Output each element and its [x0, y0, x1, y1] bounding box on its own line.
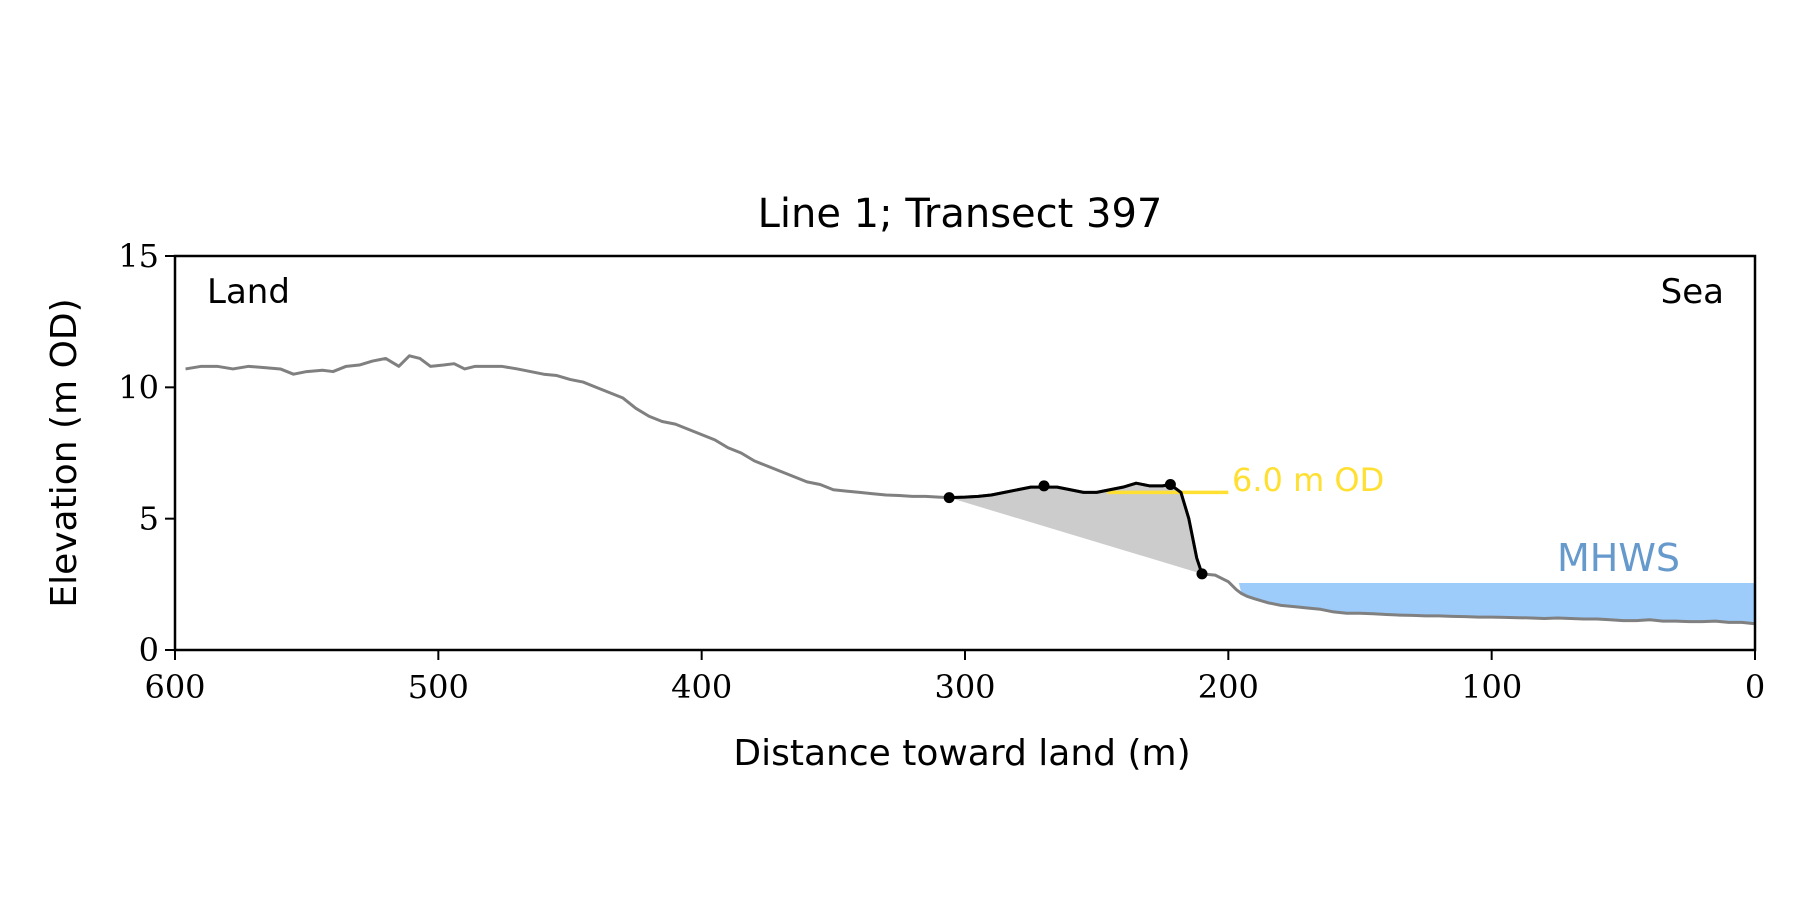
x-tick-label: 0 — [1745, 668, 1765, 706]
feature-marker — [943, 492, 955, 504]
y-tick-label: 10 — [118, 368, 159, 406]
threshold-label: 6.0 m OD — [1232, 461, 1384, 499]
sea-label: Sea — [1661, 272, 1724, 312]
y-axis-label: Elevation (m OD) — [44, 298, 85, 607]
x-tick-label: 300 — [934, 668, 995, 706]
feature-line — [949, 481, 1204, 575]
mhws-band — [1238, 583, 1755, 624]
x-tick-label: 100 — [1461, 668, 1522, 706]
feature-area — [949, 483, 1202, 574]
mhws-label: MHWS — [1557, 536, 1680, 580]
feature-marker — [1164, 479, 1176, 491]
x-tick-label: 600 — [144, 668, 205, 706]
feature-marker — [1196, 568, 1208, 580]
axis-ticks: 600 500 400 300 200 100 0 0 5 10 15 — [118, 237, 1765, 706]
x-tick-label: 200 — [1198, 668, 1259, 706]
plot-area — [185, 354, 1756, 626]
y-tick-label: 5 — [139, 500, 159, 538]
x-axis-label: Distance toward land (m) — [733, 733, 1190, 774]
x-tick-label: 400 — [671, 668, 732, 706]
x-tick-label: 500 — [408, 668, 469, 706]
y-tick-label: 0 — [139, 631, 159, 669]
land-label: Land — [207, 272, 290, 312]
feature-marker — [1038, 480, 1050, 492]
chart-title: Line 1; Transect 397 — [758, 191, 1163, 237]
y-tick-label: 15 — [118, 237, 159, 275]
